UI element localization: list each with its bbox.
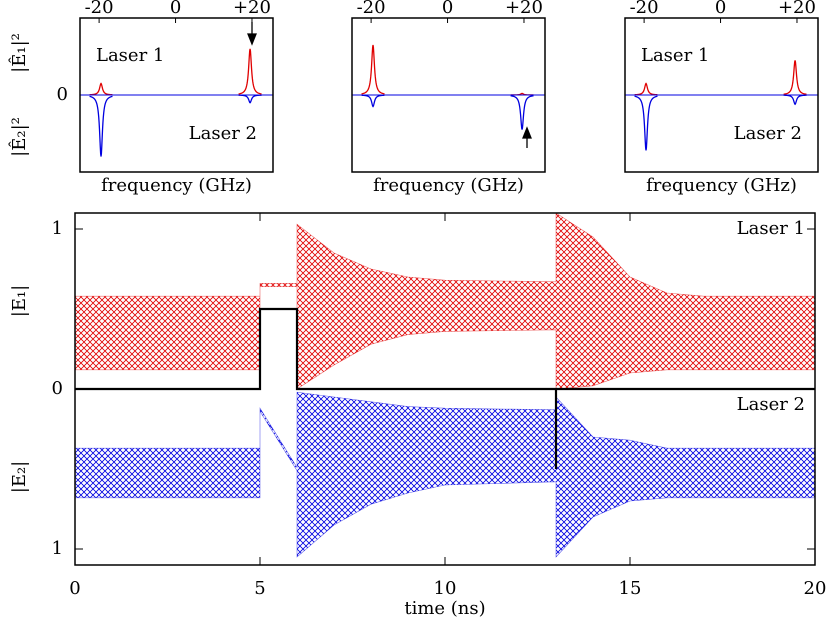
y-tick-label: 0 <box>52 378 63 399</box>
panel-label: Laser 2 <box>734 123 802 144</box>
panel-label: Laser 1 <box>96 45 164 66</box>
x-axis-label: frequency (GHz) <box>646 175 797 196</box>
x-tick-label: 15 <box>619 578 642 599</box>
intensity-band <box>74 212 816 390</box>
plot-frame <box>351 17 546 173</box>
x-tick-label: 20 <box>804 578 827 599</box>
spectral-peak <box>238 94 262 104</box>
spectral-peak <box>89 82 113 96</box>
intensity-band <box>74 391 816 558</box>
spectral-peak <box>510 95 534 130</box>
x-tick-label: 5 <box>254 578 265 599</box>
x-tick-label: +20 <box>778 0 816 18</box>
y-axis-label: |E₂| <box>9 461 30 493</box>
x-tick-label: -20 <box>630 0 659 18</box>
y-tick-label: 1 <box>52 538 63 559</box>
x-tick-label: 10 <box>434 578 457 599</box>
y-axis-label: |Ê₁|² <box>7 33 30 73</box>
panel: -20 0 +20 frequency (GHz) Laser 1 Laser 2 <box>624 0 819 196</box>
x-tick-label: -20 <box>85 0 114 18</box>
spectral-peak <box>783 60 807 95</box>
plot-frame <box>79 17 274 173</box>
x-axis-label: frequency (GHz) <box>373 175 524 196</box>
spectral-peak <box>634 95 658 151</box>
panel-label: Laser 2 <box>189 123 257 144</box>
x-axis-label: time (ns) <box>404 598 485 619</box>
panel: -20 0 +20 frequency (GHz) <box>351 0 546 196</box>
series-label: Laser 2 <box>737 394 805 415</box>
y-axis-label: |Ê₂|² <box>7 117 30 157</box>
spectral-peak <box>634 82 658 96</box>
x-tick-label: 0 <box>442 0 453 18</box>
panel: -20 0 +20 0 frequency (GHz) Laser 1 Laser 2 |Ê₁… <box>7 0 274 196</box>
arrows <box>247 22 532 148</box>
plot-frame <box>74 212 816 566</box>
x-tick-label: 0 <box>69 578 80 599</box>
spectral-peak <box>89 95 113 157</box>
spectral-peak <box>783 94 807 106</box>
x-tick-label: 0 <box>170 0 181 18</box>
arrow-head <box>247 33 257 46</box>
x-tick-label: +20 <box>505 0 543 18</box>
series-label: Laser 1 <box>737 218 805 239</box>
panel-label: Laser 1 <box>641 45 709 66</box>
x-tick-label: -20 <box>357 0 386 18</box>
y-tick-label: 0 <box>57 84 68 105</box>
spectral-peak <box>361 44 385 95</box>
plot-frame <box>624 17 819 173</box>
arrow-head <box>522 126 532 139</box>
x-axis-label: frequency (GHz) <box>101 175 252 196</box>
spectral-peak <box>238 48 262 95</box>
spectral-peak <box>361 94 385 108</box>
x-tick-label: 0 <box>715 0 726 18</box>
y-axis-label: |E₁| <box>9 285 30 317</box>
x-tick-label: +20 <box>233 0 271 18</box>
y-tick-label: 1 <box>52 218 63 239</box>
control-line <box>75 307 815 469</box>
